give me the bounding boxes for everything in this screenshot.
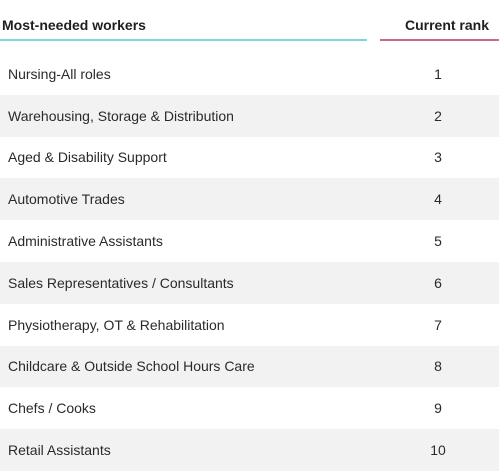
table-header: Most-needed workers Current rank <box>0 0 499 52</box>
worker-cell: Aged & Disability Support <box>8 149 167 166</box>
rank-cell: 7 <box>434 316 442 333</box>
workers-header-underline <box>0 39 367 41</box>
table-row: Sales Representatives / Consultants 6 <box>0 261 499 304</box>
worker-cell: Chefs / Cooks <box>8 400 96 417</box>
worker-cell: Administrative Assistants <box>8 233 163 250</box>
table-row: Childcare & Outside School Hours Care 8 <box>0 345 499 388</box>
rank-cell: 5 <box>434 233 442 250</box>
worker-cell: Automotive Trades <box>8 191 125 208</box>
table-row: Chefs / Cooks 9 <box>0 387 499 429</box>
worker-cell: Retail Assistants <box>8 442 111 459</box>
column-header-rank: Current rank <box>404 17 490 33</box>
worker-cell: Sales Representatives / Consultants <box>8 274 234 291</box>
column-header-workers: Most-needed workers <box>2 17 146 33</box>
table-row: Warehousing, Storage & Distribution 2 <box>0 94 499 137</box>
rank-cell: 2 <box>434 107 442 124</box>
table-row: Administrative Assistants 5 <box>0 220 499 262</box>
worker-cell: Nursing-All roles <box>8 65 111 82</box>
table-row: Physiotherapy, OT & Rehabilitation 7 <box>0 304 499 346</box>
table-row: Aged & Disability Support 3 <box>0 137 499 179</box>
rank-header-underline <box>380 39 499 41</box>
table-row: Retail Assistants 10 <box>0 429 499 471</box>
rank-cell: 9 <box>434 400 442 417</box>
table-body: Nursing-All roles 1 Warehousing, Storage… <box>0 53 499 471</box>
table-row: Nursing-All roles 1 <box>0 53 499 95</box>
worker-cell: Childcare & Outside School Hours Care <box>8 358 255 375</box>
rank-cell: 8 <box>434 358 442 375</box>
rank-cell: 10 <box>430 442 446 459</box>
rank-cell: 6 <box>434 274 442 291</box>
rank-cell: 4 <box>434 191 442 208</box>
worker-cell: Physiotherapy, OT & Rehabilitation <box>8 316 225 333</box>
rank-cell: 3 <box>434 149 442 166</box>
rank-cell: 1 <box>434 65 442 82</box>
table-row: Automotive Trades 4 <box>0 178 499 221</box>
worker-cell: Warehousing, Storage & Distribution <box>8 107 234 124</box>
